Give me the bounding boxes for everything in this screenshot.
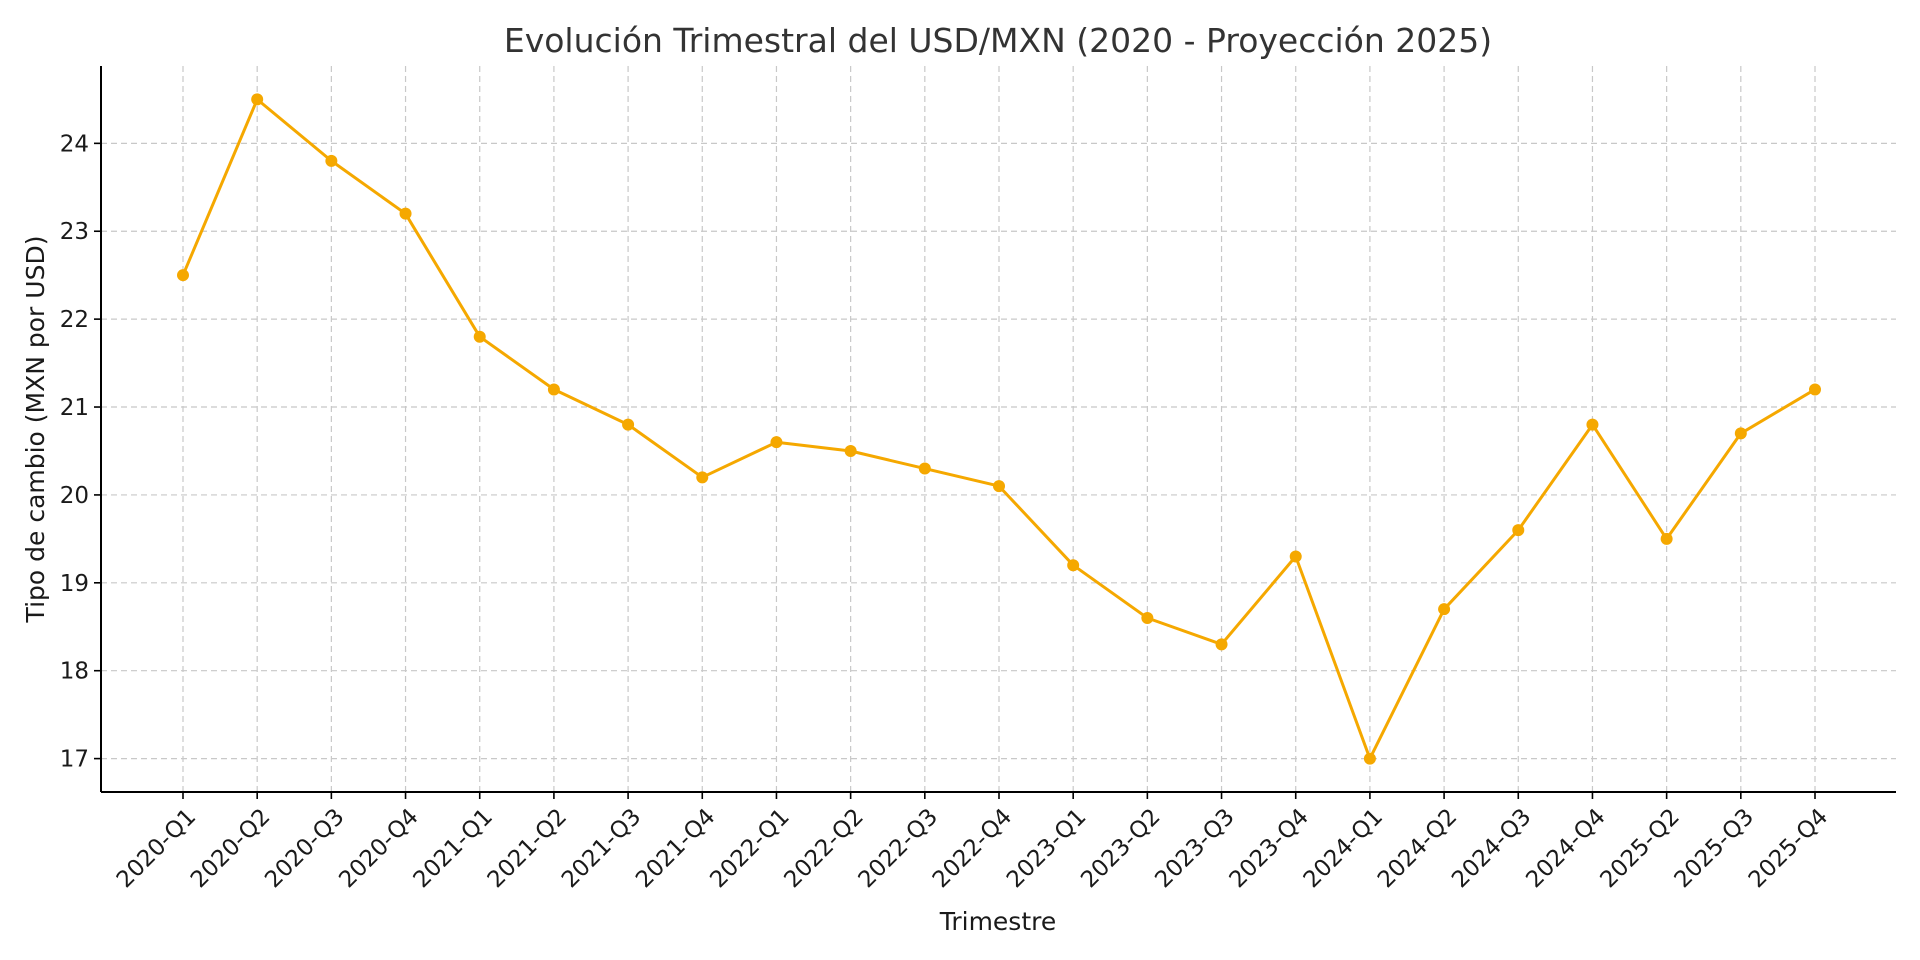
- grid: [101, 66, 1896, 792]
- x-tick-label: 2021-Q2: [483, 804, 572, 893]
- data-point: [177, 269, 189, 282]
- x-tick-label: 2024-Q4: [1521, 804, 1610, 893]
- x-tick-label: 2022-Q1: [705, 804, 794, 893]
- data-point: [1363, 752, 1376, 765]
- x-tick-label: 2025-Q3: [1670, 804, 1759, 893]
- y-tick-label: 24: [60, 131, 89, 157]
- x-tick-label: 2020-Q1: [112, 804, 201, 893]
- data-point: [1734, 427, 1747, 440]
- x-tick-label: 2020-Q4: [334, 804, 423, 893]
- x-tick-label: 2021-Q4: [631, 804, 720, 893]
- data-point: [844, 444, 857, 457]
- x-tick-label: 2022-Q3: [854, 804, 943, 893]
- x-tick-label: 2023-Q3: [1150, 804, 1239, 893]
- data-point: [251, 93, 264, 106]
- data-point: [1067, 559, 1080, 572]
- data-point: [622, 418, 635, 431]
- y-tick-label: 18: [60, 659, 89, 685]
- x-tick-label: 2024-Q2: [1373, 804, 1462, 893]
- x-tick-label: 2024-Q3: [1447, 804, 1536, 893]
- x-tick-label: 2023-Q2: [1076, 804, 1165, 893]
- data-point: [547, 383, 560, 396]
- x-ticks: 2020-Q12020-Q22020-Q32020-Q42021-Q12021-…: [112, 792, 1833, 893]
- x-tick-label: 2021-Q3: [557, 804, 646, 893]
- y-tick-label: 19: [60, 571, 89, 597]
- data-point: [770, 436, 783, 449]
- data-point: [473, 330, 486, 343]
- data-point: [993, 480, 1005, 493]
- x-tick-label: 2023-Q4: [1225, 804, 1314, 893]
- y-tick-label: 21: [60, 395, 89, 421]
- chart-title: Evolución Trimestral del USD/MXN (2020 -…: [504, 21, 1492, 60]
- x-tick-label: 2021-Q1: [409, 804, 498, 893]
- data-point: [1289, 550, 1302, 563]
- x-tick-label: 2022-Q2: [779, 804, 868, 893]
- x-tick-label: 2022-Q4: [928, 804, 1017, 893]
- x-axis-label: Trimestre: [939, 907, 1057, 936]
- x-tick-label: 2025-Q4: [1744, 804, 1833, 893]
- y-axis-label: Tipo de cambio (MXN por USD): [21, 236, 50, 624]
- data-point: [918, 462, 931, 475]
- data-point: [325, 154, 338, 167]
- y-tick-label: 23: [60, 219, 89, 245]
- data-point: [1141, 611, 1154, 624]
- data-point: [1586, 418, 1599, 431]
- data-point: [1512, 524, 1525, 537]
- y-tick-label: 17: [60, 747, 89, 773]
- x-tick-label: 2020-Q2: [186, 804, 275, 893]
- x-tick-label: 2023-Q1: [1002, 804, 1091, 893]
- data-point: [399, 207, 412, 220]
- y-tick-label: 20: [60, 483, 89, 509]
- x-tick-label: 2020-Q3: [260, 804, 349, 893]
- y-tick-label: 22: [60, 307, 89, 333]
- data-point: [1809, 383, 1821, 396]
- y-ticks: 17 18 19 20 21 22 23 24: [60, 131, 101, 773]
- data-point: [1438, 603, 1451, 616]
- series: [177, 93, 1821, 765]
- x-tick-label: 2024-Q1: [1299, 804, 1388, 893]
- data-point: [696, 471, 709, 484]
- data-point: [1660, 532, 1673, 545]
- x-tick-label: 2025-Q2: [1595, 804, 1684, 893]
- data-point: [1215, 638, 1228, 651]
